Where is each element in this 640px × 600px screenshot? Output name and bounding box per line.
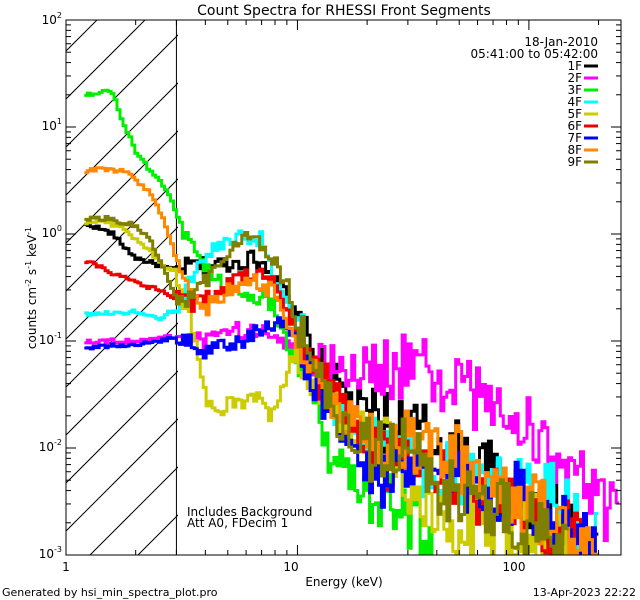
legend-date: 18-Jan-2010 — [524, 35, 598, 49]
x-tick-label: 100 — [503, 560, 526, 574]
hatch-line — [66, 82, 178, 196]
hatch-line — [66, 370, 178, 484]
y-tick-label: 10-1 — [39, 331, 62, 347]
legend-label-1f: 1F — [567, 59, 582, 73]
hatch-line — [66, 178, 178, 292]
footer-generated-by: Generated by hsi_min_spectra_plot.pro — [2, 586, 218, 599]
legend-label-4f: 4F — [567, 95, 582, 109]
legend-label-6f: 6F — [567, 119, 582, 133]
hatch-line — [66, 274, 178, 388]
y-axis-tick-labels: 10-3 10-2 10-1 100 101 102 — [39, 11, 62, 561]
x-axis-tick-labels: 1 10 100 — [62, 560, 525, 574]
annotation-background: Includes Background — [187, 505, 312, 519]
y-axis-label: counts cm-2 s-1 keV-1 — [24, 227, 39, 349]
x-tick-label: 1 — [62, 560, 70, 574]
hatch-line — [66, 34, 178, 148]
background-hatch-region — [66, 20, 178, 555]
legend-label-7f: 7F — [567, 131, 582, 145]
legend-label-2f: 2F — [567, 71, 582, 85]
y-tick-label: 10-3 — [39, 545, 62, 561]
x-axis-label: Energy (keV) — [305, 575, 382, 589]
series-lines — [84, 88, 620, 555]
footer-timestamp: 13-Apr-2023 22:22 — [533, 586, 636, 599]
legend-label-3f: 3F — [567, 83, 582, 97]
y-tick-label: 102 — [42, 11, 62, 27]
legend-label-9f: 9F — [567, 155, 582, 169]
chart-title: Count Spectra for RHESSI Front Segments — [197, 3, 491, 19]
annotation-attenuator: Att A0, FDecim 1 — [187, 516, 288, 530]
x-axis-ticks — [65, 20, 600, 555]
y-axis-ticks — [66, 19, 621, 556]
legend: 18-Jan-2010 05:41:00 to 05:42:00 — [471, 35, 598, 61]
series-line-3f — [84, 88, 434, 555]
hatch-line — [66, 418, 178, 532]
legend-time-range: 05:41:00 to 05:42:00 — [471, 47, 598, 61]
y-tick-label: 100 — [42, 224, 62, 240]
series-line-9f — [84, 215, 569, 555]
legend-label-5f: 5F — [567, 107, 582, 121]
x-tick-label: 10 — [283, 560, 298, 574]
y-tick-label: 101 — [42, 117, 62, 133]
legend-label-8f: 8F — [567, 143, 582, 157]
y-tick-label: 10-2 — [39, 438, 62, 454]
hatch-line — [66, 226, 178, 340]
plot-frame — [65, 19, 622, 556]
